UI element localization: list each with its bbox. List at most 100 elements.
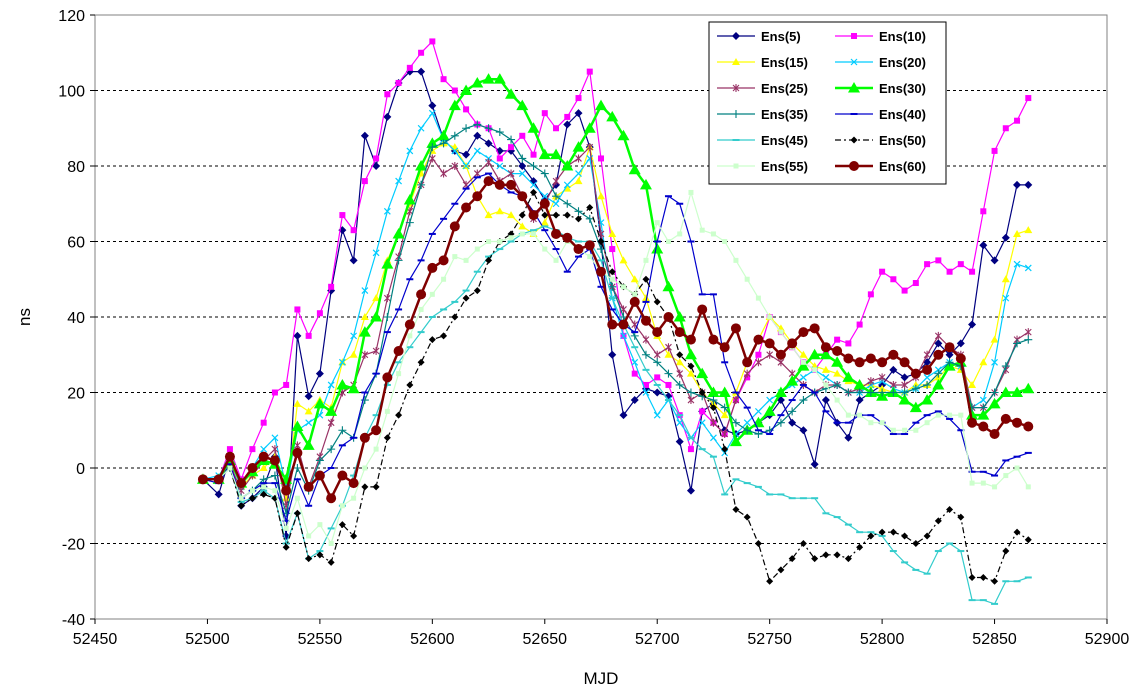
legend-swatch-marker xyxy=(850,58,858,66)
data-point xyxy=(1013,260,1021,268)
legend-swatch-marker xyxy=(732,32,740,40)
legend-label: Ens(45) xyxy=(761,133,808,148)
legend-swatch-marker xyxy=(732,84,740,92)
data-point xyxy=(775,349,786,360)
data-point xyxy=(271,434,279,442)
data-point xyxy=(506,179,517,190)
data-point xyxy=(629,296,640,307)
data-point xyxy=(979,396,987,404)
data-point xyxy=(879,268,886,275)
legend-swatch-marker xyxy=(849,161,859,171)
data-point xyxy=(586,143,594,152)
data-point xyxy=(562,232,573,243)
data-point xyxy=(822,551,830,559)
data-point xyxy=(451,162,459,170)
data-point xyxy=(495,207,504,215)
data-point xyxy=(1001,362,1010,371)
legend-item: Ens(45) xyxy=(717,133,808,148)
data-point xyxy=(969,268,976,275)
data-point xyxy=(933,349,944,360)
data-point xyxy=(337,470,348,481)
data-point xyxy=(236,478,247,489)
data-point xyxy=(528,210,539,221)
data-point xyxy=(553,257,559,263)
data-point xyxy=(675,358,684,366)
data-point xyxy=(991,147,998,154)
data-point xyxy=(293,464,302,472)
data-point xyxy=(237,502,245,510)
data-point xyxy=(563,184,572,192)
series-line xyxy=(202,71,1029,537)
data-point xyxy=(653,350,661,359)
y-axis-label: ns xyxy=(15,308,34,326)
data-point xyxy=(722,239,728,244)
data-point xyxy=(438,255,449,266)
data-point xyxy=(979,358,988,366)
legend-item: Ens(35) xyxy=(717,107,808,122)
x-tick-label: 52850 xyxy=(972,631,1017,648)
data-point xyxy=(968,573,976,581)
data-point xyxy=(531,231,537,237)
data-point xyxy=(653,388,662,397)
data-point xyxy=(495,128,504,137)
data-point xyxy=(1001,233,1010,242)
data-point xyxy=(303,481,314,492)
data-point xyxy=(383,313,392,321)
data-point xyxy=(572,141,585,152)
legend-item: Ens(30) xyxy=(835,81,926,96)
y-tick-label: 20 xyxy=(67,386,85,403)
data-point xyxy=(449,221,460,232)
data-point xyxy=(788,555,796,563)
data-point xyxy=(482,73,495,84)
data-point xyxy=(935,257,942,264)
data-point xyxy=(834,336,841,343)
data-point xyxy=(945,350,954,359)
data-point xyxy=(304,407,313,415)
data-point xyxy=(541,192,549,200)
data-point xyxy=(282,543,290,551)
data-point xyxy=(630,275,639,283)
data-point xyxy=(901,287,908,294)
data-point xyxy=(786,375,799,386)
data-point xyxy=(530,151,537,158)
data-point xyxy=(269,455,280,466)
data-point xyxy=(597,229,605,238)
data-point xyxy=(350,532,358,540)
data-point xyxy=(619,256,628,264)
data-point xyxy=(406,64,413,71)
data-point xyxy=(493,73,506,84)
data-point xyxy=(718,386,731,397)
data-point xyxy=(552,200,560,208)
data-point xyxy=(664,350,673,358)
legend-item: Ens(25) xyxy=(717,81,808,96)
legend-label: Ens(50) xyxy=(879,133,926,148)
data-point xyxy=(530,181,537,189)
data-point xyxy=(539,198,550,209)
data-point xyxy=(1001,275,1010,283)
data-point xyxy=(574,109,583,118)
data-point xyxy=(642,275,650,283)
data-point xyxy=(552,177,560,186)
legend-label: Ens(55) xyxy=(761,159,808,174)
data-point xyxy=(743,369,751,378)
data-point xyxy=(921,394,934,405)
data-point xyxy=(979,573,987,581)
data-point xyxy=(462,162,470,170)
data-point xyxy=(990,335,999,343)
data-point xyxy=(484,211,493,219)
data-point xyxy=(675,380,684,389)
data-point xyxy=(664,369,673,378)
data-point xyxy=(463,257,469,263)
data-point xyxy=(808,348,821,360)
data-point xyxy=(977,409,990,420)
data-point xyxy=(890,427,896,433)
data-point xyxy=(653,358,662,367)
data-point xyxy=(609,276,615,282)
data-point xyxy=(934,339,943,348)
data-point xyxy=(990,256,999,265)
data-point xyxy=(585,214,594,223)
data-point xyxy=(484,139,493,148)
data-point xyxy=(403,193,416,205)
data-point xyxy=(966,409,979,420)
